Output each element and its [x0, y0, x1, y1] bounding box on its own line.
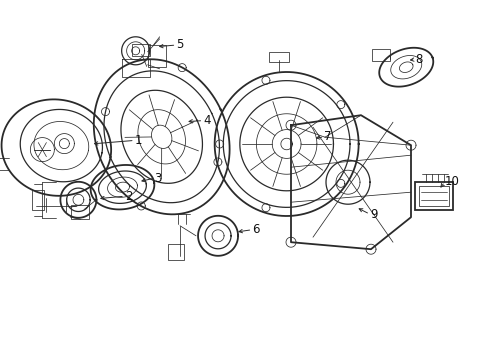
Bar	[415, 182, 453, 210]
Bar	[168, 244, 184, 260]
Text: 8: 8	[416, 53, 423, 66]
Text: 9: 9	[370, 208, 377, 221]
Bar	[418, 186, 449, 206]
Text: 6: 6	[252, 223, 260, 236]
Polygon shape	[281, 138, 293, 150]
Bar	[147, 45, 166, 67]
Text: 5: 5	[176, 39, 184, 51]
Text: 10: 10	[445, 175, 460, 188]
Text: 7: 7	[324, 130, 332, 143]
Bar	[372, 49, 390, 61]
Text: 2: 2	[125, 190, 132, 203]
Text: 1: 1	[135, 134, 142, 147]
Bar	[32, 190, 45, 210]
Polygon shape	[132, 47, 140, 55]
Text: 4: 4	[203, 114, 211, 127]
Text: 3: 3	[154, 172, 162, 185]
Bar	[71, 205, 89, 219]
Bar	[269, 52, 289, 62]
Polygon shape	[59, 139, 70, 149]
Bar	[132, 44, 150, 57]
